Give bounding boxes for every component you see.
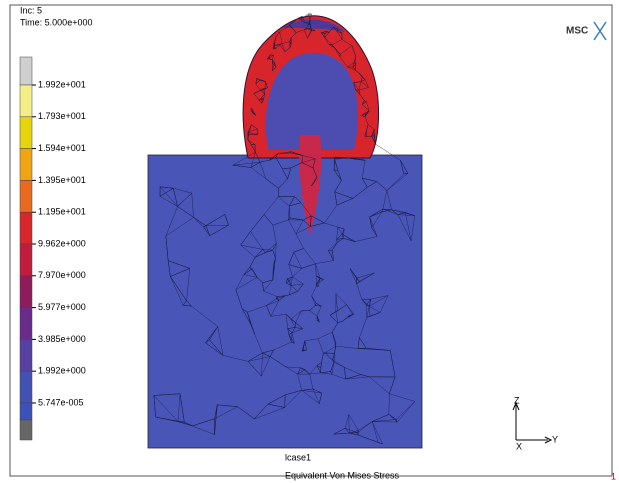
logo: MSC (566, 26, 588, 37)
legend-swatch (20, 420, 32, 440)
legend-swatch (20, 149, 32, 181)
window-number: 1 (611, 471, 616, 481)
legend-label: 9.962e+000 (38, 238, 86, 248)
y-label: Y (552, 434, 558, 444)
legend-label: 3.985e+000 (38, 334, 86, 344)
legend-swatch (20, 212, 32, 244)
legend-swatch (20, 276, 32, 308)
legend-swatch (20, 244, 32, 276)
legend-swatch (20, 403, 32, 420)
viewport: 1.992e+001 1.793e+001 1.594e+001 1.395e+001… (0, 0, 619, 483)
legend-label: 5.747e-005 (38, 397, 84, 407)
quantity-label: Equivalent Von Mises Stress (285, 470, 400, 480)
legend-label: 1.793e+001 (38, 111, 86, 121)
legend-label: 1.594e+001 (38, 143, 86, 153)
z-label: Z (514, 395, 520, 405)
legend-label: 1.992e+001 (38, 79, 86, 89)
x-label: X (516, 441, 522, 451)
legend-label: 5.977e+000 (38, 302, 86, 312)
legend-label: 1.195e+001 (38, 207, 86, 217)
legend-bar (20, 57, 32, 440)
legend-swatch (20, 308, 32, 340)
legend-swatch (20, 180, 32, 212)
legend-swatch (20, 339, 32, 371)
time-label: Time: 5.000e+000 (20, 17, 92, 27)
legend-label: 1.395e+001 (38, 175, 86, 185)
case-label: lcase1 (285, 452, 311, 462)
legend-label: 7.970e+000 (38, 270, 86, 280)
legend-swatch (20, 57, 32, 85)
legend-swatch (20, 371, 32, 403)
legend-swatch (20, 85, 32, 117)
inc-label: Inc: 5 (20, 5, 42, 15)
legend-swatch (20, 117, 32, 149)
legend-label: 1.992e+000 (38, 366, 86, 376)
